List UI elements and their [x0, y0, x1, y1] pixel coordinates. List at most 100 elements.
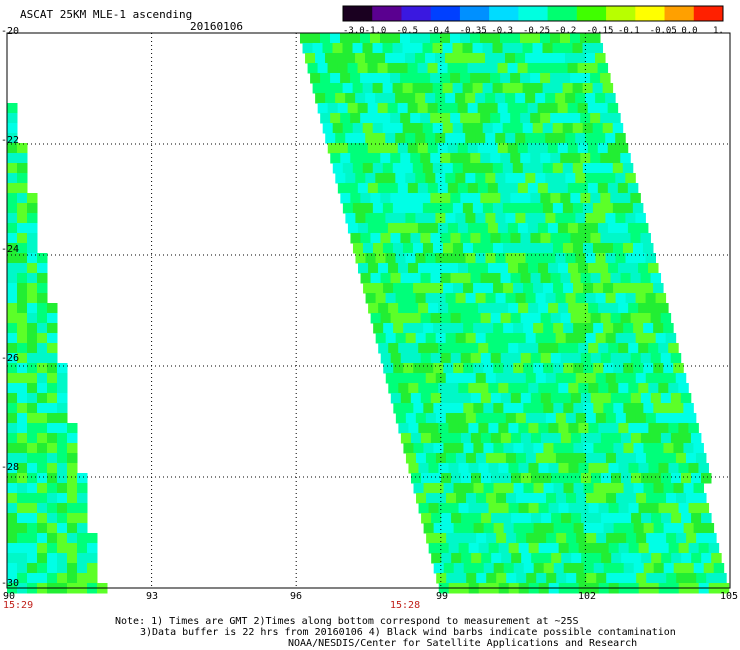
swath-cell [440, 233, 451, 244]
swath-cell [487, 223, 499, 234]
swath-cell [605, 333, 617, 344]
swath-cell [77, 513, 88, 524]
swath-cell [703, 523, 715, 534]
swath-cell [638, 503, 650, 514]
swath-cell [553, 323, 564, 334]
swath-cell [17, 283, 28, 294]
swath-cell [600, 233, 611, 244]
swath-cell [478, 383, 489, 394]
swath-cell [428, 263, 439, 274]
swath-cell [27, 293, 38, 304]
swath-cell [430, 233, 441, 244]
swath-cell [453, 403, 464, 414]
swath-cell [585, 453, 597, 464]
swath-cell [473, 483, 485, 494]
swath-cell [37, 263, 48, 274]
swath-cell [17, 273, 28, 284]
swath-cell [425, 373, 437, 384]
swath-cell [370, 33, 381, 44]
swath-cell [585, 133, 596, 144]
swath-cell [663, 523, 675, 534]
swath-cell [383, 363, 394, 374]
swath-cell [693, 523, 705, 534]
swath-cell [473, 403, 484, 414]
swath-cell [510, 233, 521, 244]
swath-cell [520, 393, 532, 404]
swath-cell [557, 183, 569, 194]
swath-cell [515, 453, 527, 464]
swath-cell [480, 113, 491, 124]
swath-cell [392, 43, 404, 54]
swath-cell [505, 213, 516, 224]
swath-cell [367, 223, 379, 234]
swath-cell [545, 173, 556, 184]
swath-cell [538, 463, 549, 474]
swath-cell [620, 353, 632, 364]
swath-cell [545, 413, 557, 424]
swath-cell [475, 333, 487, 344]
swath-cell [486, 573, 497, 584]
swath-cell [588, 303, 599, 314]
swath-cell [570, 313, 582, 324]
swath-cell [538, 503, 550, 514]
swath-cell [628, 343, 639, 354]
swath-cell [630, 193, 641, 204]
swath-cell [550, 193, 561, 204]
swath-cell [438, 303, 449, 314]
swath-cell [636, 573, 647, 584]
swath-cell [590, 33, 601, 44]
swath-cell [542, 243, 554, 254]
swath-cell [422, 83, 434, 94]
swath-cell [453, 363, 464, 374]
swath-cell [493, 323, 504, 334]
swath-cell [653, 283, 664, 294]
swath-cell [513, 363, 524, 374]
swath-cell [466, 573, 477, 584]
swath-cell [492, 163, 504, 174]
swath-cell [57, 373, 68, 384]
swath-cell [445, 253, 456, 264]
swath-cell [510, 353, 522, 364]
swath-cell [27, 473, 38, 484]
swath-cell [613, 403, 624, 414]
swath-cell [67, 483, 78, 494]
swath-cell [380, 153, 391, 164]
swath-cell [515, 173, 526, 184]
swath-cell [367, 63, 379, 74]
swath-cell [37, 553, 48, 564]
swath-cell [483, 403, 494, 414]
swath-cell [27, 503, 38, 514]
swath-cell [508, 543, 520, 554]
swath-cell [37, 323, 48, 334]
swath-cell [445, 53, 456, 64]
swath-cell [7, 383, 18, 394]
swath-cell [445, 373, 457, 384]
swath-cell [475, 293, 487, 304]
swath-cell [428, 383, 439, 394]
swath-cell [500, 433, 512, 444]
swath-cell [610, 273, 622, 284]
colorbar-label: -0.05 [650, 26, 677, 35]
swath-cell [590, 113, 601, 124]
swath-cell [27, 573, 38, 584]
swath-cell [668, 423, 679, 434]
swath-cell [352, 83, 364, 94]
swath-cell [605, 173, 616, 184]
swath-cell [390, 33, 401, 44]
swath-cell [378, 303, 389, 314]
swath-cell [428, 463, 439, 474]
swath-cell [402, 243, 414, 254]
swath-cell [573, 483, 585, 494]
swath-cell [530, 473, 542, 484]
swath-cell [567, 223, 579, 234]
swath-cell [540, 33, 551, 44]
swath-cell [590, 313, 602, 324]
swath-cell [380, 193, 391, 204]
swath-cell [550, 433, 562, 444]
swath-cell [27, 513, 38, 524]
swath-cell [375, 93, 386, 104]
swath-cell [37, 343, 48, 354]
swath-cell [575, 373, 587, 384]
swath-cell [543, 523, 555, 534]
swath-cell [492, 83, 504, 94]
